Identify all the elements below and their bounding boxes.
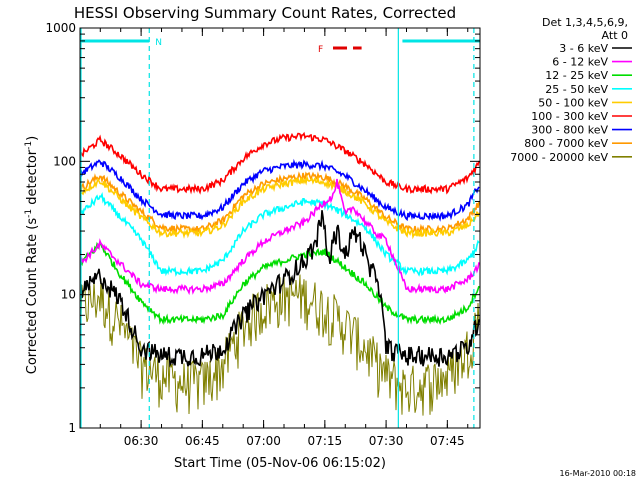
series-line-100-300-kev bbox=[80, 131, 480, 195]
series-line-7000-20000-kev bbox=[80, 274, 480, 416]
series-line-25-50-kev bbox=[80, 191, 480, 277]
x-tick-label-0715: 07:15 bbox=[308, 434, 343, 448]
y-tick-label-10: 10 bbox=[61, 288, 76, 302]
x-tick-label-0630: 06:30 bbox=[124, 434, 159, 448]
x-axis-label: Start Time (05-Nov-06 06:15:02) bbox=[174, 456, 386, 471]
x-tick-label-0730: 07:30 bbox=[369, 434, 404, 448]
y-tick-label-1000: 1000 bbox=[45, 21, 76, 35]
series-line-12-25-kev bbox=[80, 241, 480, 325]
legend-label-25-50-kev: 25 - 50 keV bbox=[545, 83, 608, 96]
legend-label-50-100-kev: 50 - 100 keV bbox=[538, 96, 608, 109]
series-line-50-100-kev bbox=[80, 174, 480, 240]
series-line-300-800-kev bbox=[80, 158, 480, 222]
chart-title: HESSI Observing Summary Count Rates, Cor… bbox=[74, 4, 456, 22]
plot-area: N F 1 10 100 1000 06:30 06:45 07:00 07:15 07:30 07:… bbox=[45, 21, 481, 448]
y-axis-label: Corrected Count Rate (s-1 detector-1) bbox=[24, 136, 40, 374]
legend-label-6-12-kev: 6 - 12 keV bbox=[552, 56, 608, 69]
legend-label-12-25-kev: 12 - 25 keV bbox=[545, 69, 608, 82]
legend-label-3-6-kev: 3 - 6 keV bbox=[559, 42, 608, 55]
legend-label-300-800-kev: 300 - 800 keV bbox=[531, 124, 608, 137]
series-line-800-7000-kev bbox=[80, 171, 480, 236]
x-tick-label-0745: 07:45 bbox=[430, 434, 465, 448]
series-line-6-12-kev bbox=[80, 178, 480, 296]
legend-header-line2: Att 0 bbox=[602, 29, 628, 42]
y-tick-label-100: 100 bbox=[53, 154, 76, 168]
legend-label-100-300-kev: 100 - 300 keV bbox=[531, 110, 608, 123]
plot-frame bbox=[79, 27, 481, 429]
legend-label-800-7000-kev: 800 - 7000 keV bbox=[524, 137, 608, 150]
flag-label-f: F bbox=[318, 45, 323, 55]
footer-timestamp: 16-Mar-2010 00:18 bbox=[560, 469, 637, 478]
legend-header-line1: Det 1,3,4,5,6,9, bbox=[542, 16, 628, 29]
x-tick-label-0645: 06:45 bbox=[185, 434, 220, 448]
flag-label-n: N bbox=[155, 38, 162, 48]
x-tick-label-0700: 07:00 bbox=[246, 434, 281, 448]
legend-label-7000-20000-kev: 7000 - 20000 keV bbox=[510, 151, 608, 164]
y-tick-label-1: 1 bbox=[68, 421, 76, 435]
series-line-3-6-kev bbox=[80, 210, 480, 368]
